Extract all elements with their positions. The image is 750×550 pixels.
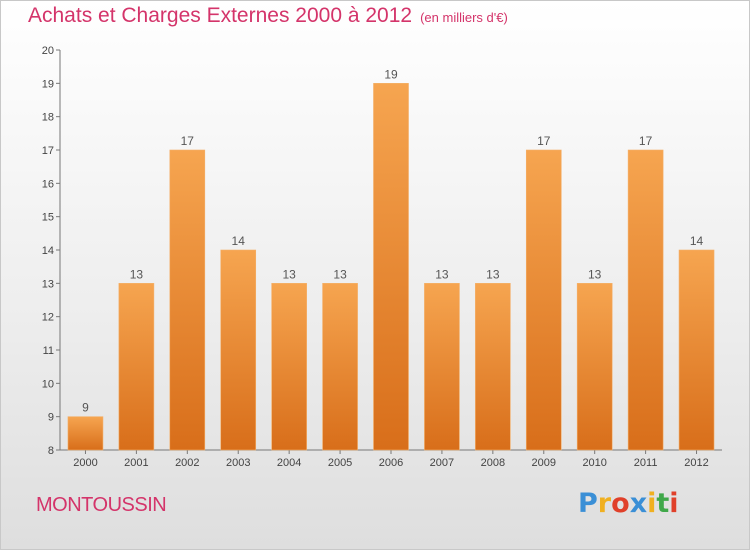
x-tick-label: 2008 bbox=[481, 457, 505, 469]
data-label: 13 bbox=[588, 267, 602, 281]
bar-2006 bbox=[373, 83, 409, 451]
x-tick-label: 2011 bbox=[634, 457, 658, 469]
y-tick-label: 19 bbox=[42, 78, 54, 90]
y-tick-label: 20 bbox=[42, 45, 54, 57]
x-tick-label: 2009 bbox=[532, 457, 556, 469]
y-tick-label: 9 bbox=[48, 412, 54, 424]
chart-title: Achats et Charges Externes 2000 à 2012 (e… bbox=[28, 4, 508, 28]
bar-2005 bbox=[322, 283, 358, 451]
logo-letter: o bbox=[611, 488, 630, 519]
data-label: 19 bbox=[384, 67, 398, 81]
bar-2012 bbox=[678, 249, 715, 451]
data-label: 13 bbox=[435, 267, 449, 281]
data-label: 13 bbox=[486, 267, 500, 281]
y-tick-label: 12 bbox=[42, 312, 54, 324]
logo-letter: x bbox=[629, 488, 648, 519]
proxiti-logo: Proxiti bbox=[578, 488, 679, 519]
y-tick-label: 10 bbox=[42, 378, 54, 390]
bar-2011 bbox=[627, 149, 664, 451]
y-tick-label: 8 bbox=[48, 445, 54, 457]
data-label: 17 bbox=[537, 134, 551, 148]
x-tick-label: 2004 bbox=[277, 457, 301, 469]
x-tick-label: 2002 bbox=[175, 457, 199, 469]
commune-name: MONTOUSSIN bbox=[36, 494, 167, 516]
y-tick-label: 18 bbox=[42, 112, 54, 124]
x-tick-label: 2005 bbox=[328, 457, 352, 469]
bar-2002 bbox=[169, 149, 206, 451]
bar-2008 bbox=[475, 283, 511, 451]
logo-letter: i bbox=[647, 488, 657, 519]
x-tick-label: 2012 bbox=[684, 457, 708, 469]
y-tick-label: 17 bbox=[42, 145, 54, 157]
data-label: 13 bbox=[282, 267, 296, 281]
data-labels: 9 13 17 14 13 13 19 13 13 17 13 17 14 bbox=[82, 67, 703, 414]
y-tick-label: 11 bbox=[43, 345, 54, 357]
data-label: 17 bbox=[639, 134, 653, 148]
y-tick-label: 13 bbox=[42, 278, 54, 290]
data-label: 9 bbox=[82, 401, 89, 415]
data-label: 13 bbox=[333, 267, 347, 281]
logo-letter: P bbox=[578, 488, 598, 519]
chart-title-text: Achats et Charges Externes 2000 à 2012 bbox=[28, 4, 413, 27]
bar-2009 bbox=[525, 149, 562, 451]
y-tick-label: 15 bbox=[42, 212, 54, 224]
bar-2007 bbox=[424, 283, 460, 451]
x-tick-label: 2001 bbox=[124, 457, 148, 469]
logo-letter: r bbox=[597, 488, 612, 519]
axes: 8 9 10 11 12 13 14 15 16 17 18 19 20 2000 2001 2002 2003… bbox=[42, 45, 722, 469]
data-label: 14 bbox=[690, 234, 704, 248]
x-tick-label: 2010 bbox=[582, 457, 606, 469]
x-tick-label: 2000 bbox=[73, 457, 97, 469]
y-tick-label: 14 bbox=[42, 245, 54, 257]
bar-2003 bbox=[220, 249, 257, 451]
data-label: 14 bbox=[232, 234, 246, 248]
chart-unit: (en milliers d'€) bbox=[420, 10, 508, 25]
bar-2000 bbox=[67, 416, 104, 451]
bar-2004 bbox=[271, 283, 307, 451]
logo-letter: t bbox=[656, 488, 670, 519]
logo-letter: i bbox=[669, 488, 679, 519]
data-label: 13 bbox=[130, 267, 144, 281]
x-tick-label: 2006 bbox=[379, 457, 403, 469]
x-tick-label: 2007 bbox=[430, 457, 454, 469]
bar-2001 bbox=[118, 283, 155, 451]
y-tick-label: 16 bbox=[42, 178, 54, 190]
data-label: 17 bbox=[181, 134, 195, 148]
bars bbox=[67, 83, 715, 451]
x-tick-label: 2003 bbox=[226, 457, 250, 469]
bar-2010 bbox=[576, 283, 613, 451]
